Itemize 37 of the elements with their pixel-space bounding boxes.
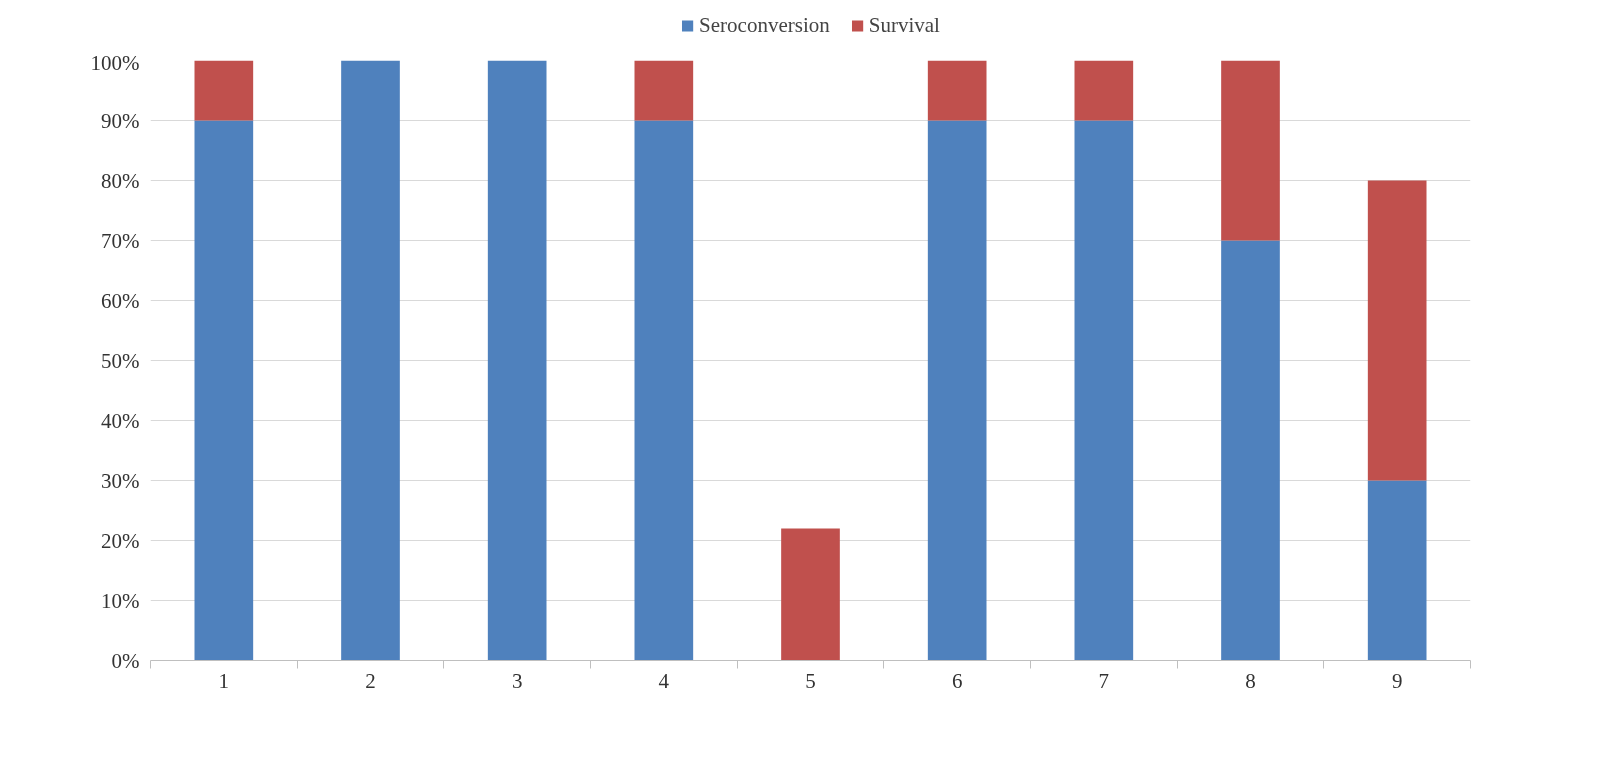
x-tick-label: 5 [805, 668, 816, 693]
bar [341, 60, 400, 661]
y-tick-label: 70% [101, 228, 140, 253]
bar [1221, 60, 1280, 241]
bar [1074, 60, 1134, 121]
y-tick-label: 80% [101, 168, 140, 193]
bar [1367, 180, 1427, 481]
legend-label: Survival [868, 12, 940, 38]
x-tick-label: 7 [1098, 668, 1110, 693]
y-tick-label: 20% [101, 528, 140, 553]
y-tick-label: 40% [101, 408, 140, 433]
bar [194, 120, 254, 661]
x-tick-label: 8 [1245, 668, 1256, 693]
bar [634, 60, 694, 121]
x-tick-label: 9 [1391, 668, 1403, 693]
y-tick-label: 10% [101, 588, 140, 613]
x-tick-label: 6 [951, 668, 963, 693]
x-tick-label: 3 [511, 668, 523, 693]
x-tick-label: 2 [365, 668, 376, 693]
bar [927, 120, 987, 661]
legend-label: Seroconversion [699, 12, 830, 38]
bar [1367, 480, 1427, 661]
bar [487, 60, 547, 661]
y-tick-label: 30% [101, 468, 140, 493]
bar [1221, 240, 1280, 661]
bar [781, 528, 840, 661]
x-tick-label: 4 [658, 668, 670, 693]
bar [927, 60, 987, 121]
y-tick-label: 90% [101, 108, 140, 133]
y-tick-label: 50% [101, 348, 140, 373]
bar [634, 120, 694, 661]
bar [194, 60, 254, 121]
bar [1074, 120, 1134, 661]
y-tick-label: 60% [101, 288, 140, 313]
x-tick-label: 1 [218, 668, 230, 693]
y-tick-label: 100% [90, 50, 140, 75]
y-tick-label: 0% [111, 648, 140, 673]
